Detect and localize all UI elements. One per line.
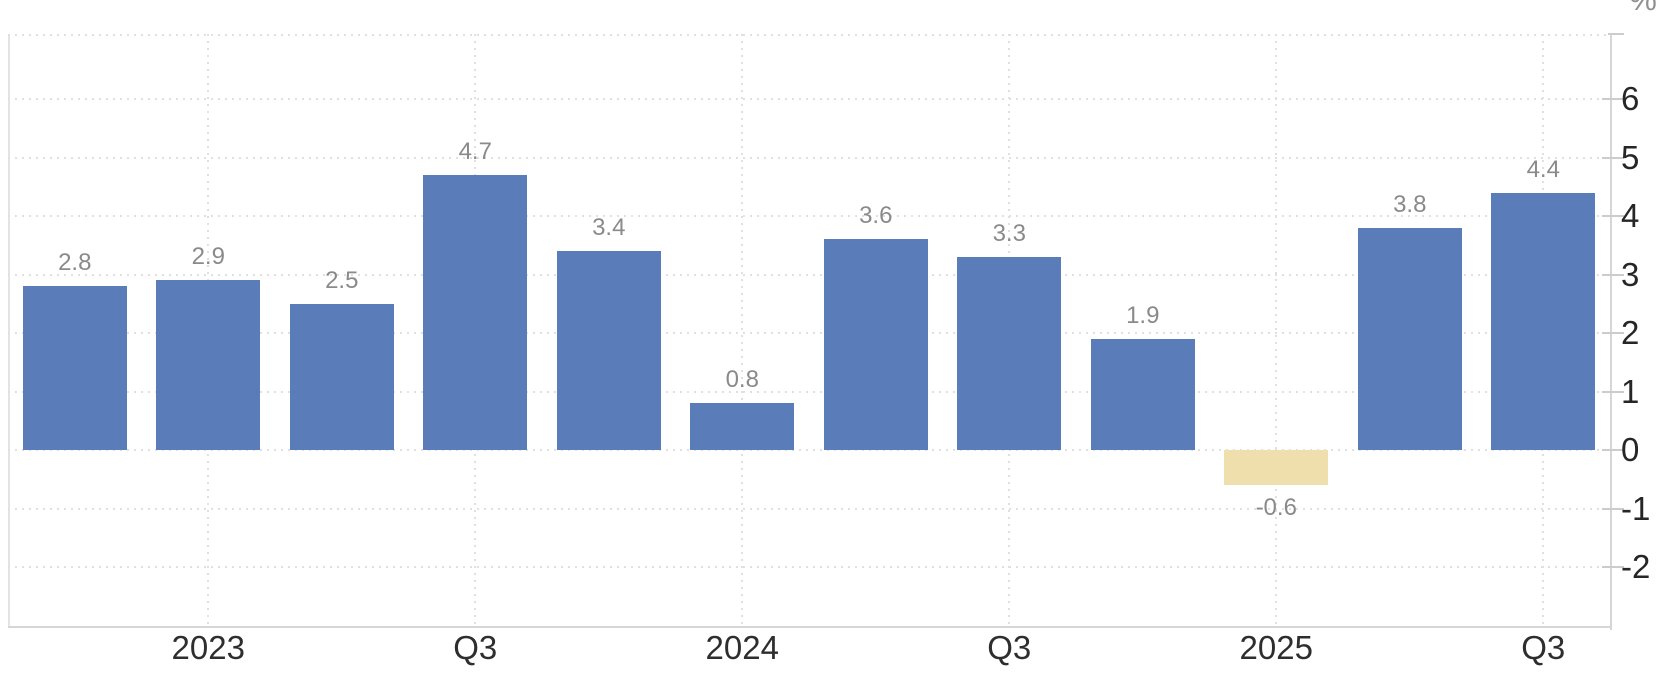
bar	[690, 403, 795, 450]
bar	[823, 239, 928, 450]
x-axis-label: Q3	[987, 629, 1032, 666]
y-axis-line	[1610, 33, 1612, 630]
y-axis-label: 3	[1621, 255, 1640, 293]
x-axis-label: 2023	[171, 629, 245, 666]
x-axis-label: Q3	[453, 629, 498, 666]
x-axis-label: 2024	[705, 629, 779, 666]
bar-value-label: 2.8	[58, 249, 92, 277]
bar-value-label: 1.9	[1126, 301, 1160, 329]
y-axis-tick	[1602, 332, 1624, 334]
y-axis-label: 0	[1621, 431, 1640, 468]
bar-value-label: 2.9	[191, 243, 225, 271]
bar	[1357, 227, 1462, 450]
bar	[556, 251, 661, 450]
bar-value-label: -0.6	[1255, 494, 1297, 522]
y-axis-unit-label: %	[1621, 0, 1665, 18]
h-gridline	[8, 98, 1610, 100]
bar-value-label: 4.7	[458, 138, 492, 166]
y-axis-tick	[1602, 273, 1624, 276]
y-axis-tick	[1608, 33, 1624, 35]
bar	[423, 175, 528, 450]
y-axis-label: -2	[1621, 548, 1651, 585]
y-axis-tick	[1602, 566, 1624, 568]
y-axis-label: 1	[1621, 372, 1640, 410]
h-gridline	[8, 449, 1610, 451]
bar	[156, 280, 261, 450]
bar	[957, 256, 1062, 450]
y-axis-tick	[1602, 98, 1624, 100]
bar	[1491, 192, 1596, 450]
h-gridline	[8, 215, 1610, 217]
plot-top-border	[8, 34, 1610, 36]
h-gridline	[8, 156, 1610, 159]
v-gridline	[1275, 34, 1278, 627]
y-axis-label: -1	[1621, 489, 1651, 527]
bar-value-label: 3.4	[592, 214, 626, 242]
h-gridline	[8, 507, 1610, 510]
x-axis-label: 2025	[1239, 629, 1313, 666]
bar-value-label: 0.8	[725, 366, 759, 394]
y-axis-tick	[1602, 215, 1624, 217]
plot-left-border	[8, 34, 10, 627]
bar-value-label: 3.3	[992, 219, 1026, 247]
v-gridline	[741, 34, 744, 627]
bar-value-label: 3.8	[1393, 190, 1427, 218]
h-gridline	[8, 566, 1610, 568]
bar-value-label: 3.6	[859, 202, 893, 230]
plot-bottom-border	[8, 626, 1610, 628]
y-axis-tick	[1602, 156, 1624, 159]
bar	[1090, 338, 1195, 450]
h-gridline	[8, 390, 1610, 393]
y-axis-tick	[1602, 507, 1624, 510]
h-gridline	[8, 332, 1610, 334]
h-gridline	[8, 273, 1610, 276]
x-axis-label: Q3	[1521, 629, 1566, 666]
y-axis-tick	[1602, 390, 1624, 393]
y-axis-tick	[1602, 449, 1624, 451]
bar	[289, 303, 394, 450]
y-axis-label: 4	[1621, 197, 1640, 234]
y-axis-label: 6	[1621, 80, 1640, 117]
y-axis-label: 5	[1621, 138, 1640, 176]
bar-value-label: 2.5	[325, 266, 359, 294]
bar	[22, 286, 127, 450]
y-axis-label: 2	[1621, 314, 1640, 351]
bar-value-label: 4.4	[1526, 155, 1560, 183]
bar	[1224, 450, 1329, 486]
